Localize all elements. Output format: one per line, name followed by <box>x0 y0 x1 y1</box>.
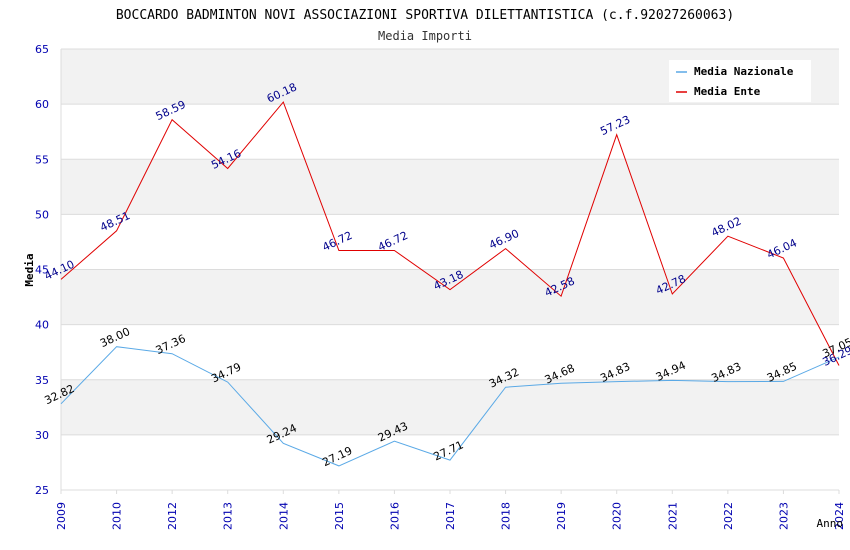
plot-band <box>61 269 839 325</box>
x-tick-label: 2009 <box>55 502 68 530</box>
y-tick-label: 30 <box>35 429 49 442</box>
y-tick-label: 35 <box>35 374 49 387</box>
y-axis-label: Media <box>23 253 36 286</box>
x-tick-label: 2022 <box>722 502 735 530</box>
x-axis-label: Anno <box>817 517 844 530</box>
legend: Media Nazionale Media Ente <box>669 60 811 102</box>
x-axis-ticks: 2009 2010 2012 2013 2014 2015 2016 2017 2018 2019… <box>55 490 846 530</box>
x-tick-label: 2014 <box>277 502 290 530</box>
chart-subtitle: Media Importi <box>378 29 472 43</box>
series-line-media-ente <box>60 101 840 366</box>
x-tick-label: 2013 <box>222 502 235 530</box>
x-tick-label: 2010 <box>111 502 124 530</box>
x-tick-label: 2015 <box>333 502 346 530</box>
chart-title: BOCCARDO BADMINTON NOVI ASSOCIAZIONI SPO… <box>116 8 734 23</box>
y-tick-label: 60 <box>35 98 49 111</box>
legend-label-media-nazionale: Media Nazionale <box>694 65 794 78</box>
plot-band <box>61 324 839 380</box>
plot-band <box>61 434 839 490</box>
plot-band <box>61 104 839 160</box>
series-layer <box>60 101 840 467</box>
x-tick-label: 2024 <box>833 502 846 530</box>
y-tick-label: 40 <box>35 319 49 332</box>
x-tick-label: 2018 <box>500 502 513 530</box>
series-line-media-nazionale <box>60 346 840 467</box>
plot-band <box>61 379 839 435</box>
y-tick-label: 55 <box>35 153 49 166</box>
x-tick-label: 2020 <box>611 502 624 530</box>
x-tick-label: 2017 <box>444 502 457 530</box>
x-tick-label: 2023 <box>777 502 790 530</box>
y-tick-label: 25 <box>35 484 49 497</box>
x-tick-label: 2021 <box>666 502 679 530</box>
y-tick-label: 45 <box>35 264 49 277</box>
y-tick-label: 65 <box>35 43 49 56</box>
plot-band <box>61 159 839 215</box>
plot-band <box>61 214 839 270</box>
x-tick-label: 2012 <box>166 502 179 530</box>
x-tick-label: 2019 <box>555 502 568 530</box>
y-tick-label: 50 <box>35 208 49 221</box>
plot-background <box>61 49 839 490</box>
legend-label-media-ente: Media Ente <box>694 85 761 98</box>
x-tick-label: 2016 <box>388 502 401 530</box>
legend-box <box>669 60 811 102</box>
y-axis-ticks: 25 30 35 40 45 50 55 60 65 <box>35 43 49 497</box>
